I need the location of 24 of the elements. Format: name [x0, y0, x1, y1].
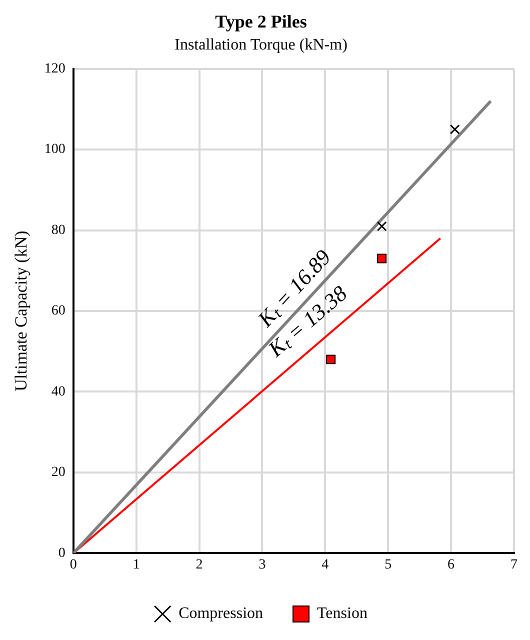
x-tick-label: 1	[132, 557, 140, 572]
y-tick-label: 80	[51, 222, 66, 238]
y-tick-label: 40	[51, 384, 66, 400]
x-tick-label: 6	[448, 557, 455, 572]
legend-label: Compression	[178, 605, 264, 622]
x-tick-label: 0	[70, 557, 77, 572]
y-tick-label: 20	[51, 465, 66, 480]
y-tick-label: 60	[51, 304, 66, 319]
chart-title: Type 2 Piles	[215, 11, 307, 32]
x-tick-label: 7	[510, 557, 518, 572]
x-tick-label: 2	[196, 557, 203, 572]
y-tick-label: 120	[44, 61, 66, 76]
y-axis-title: Ultimate Capacity (kN)	[12, 230, 31, 392]
y-tick-label: 0	[58, 546, 66, 561]
legend-label: Tension	[317, 605, 368, 622]
x-tick-label: 3	[258, 557, 266, 572]
point	[377, 254, 387, 264]
x-axis-title: Installation Torque (kN-m)	[174, 36, 348, 54]
point	[376, 221, 387, 232]
point	[326, 354, 336, 364]
point	[450, 124, 460, 134]
y-tick-label: 100	[44, 142, 66, 158]
x-tick-label: 4	[322, 557, 329, 572]
x-tick-label: 5	[384, 557, 392, 572]
